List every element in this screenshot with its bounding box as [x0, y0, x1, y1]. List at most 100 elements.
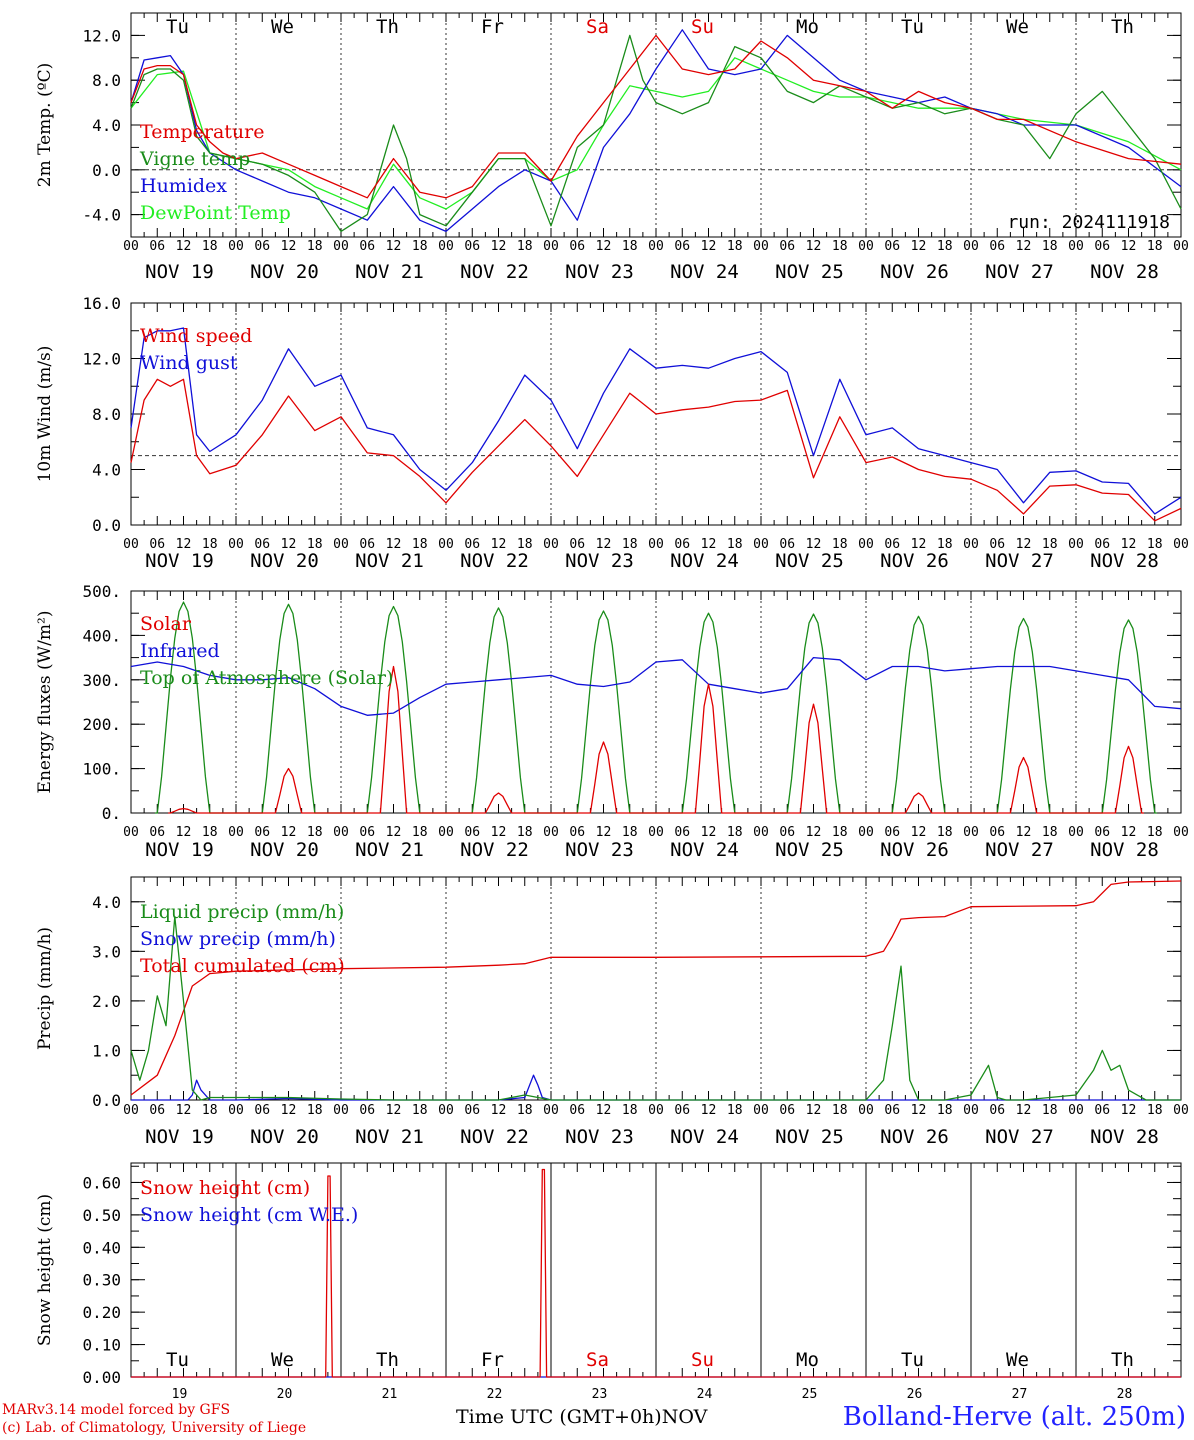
y-tick-label: 12.0 — [82, 350, 121, 369]
panel-5: 0.00 0.10 0.20 0.30 0.40 0.50 0.60 Snow height … — [35, 1162, 1182, 1402]
hour-label: 00 — [543, 825, 559, 840]
day-number-label: 23 — [592, 1387, 608, 1402]
hour-label: 12 — [491, 537, 507, 552]
series-line — [130, 880, 1182, 1096]
y-tick-label: 0.50 — [82, 1206, 121, 1225]
hour-label: 18 — [517, 537, 533, 552]
hour-label: 06 — [359, 825, 375, 840]
day-of-week-label: Mo — [796, 1349, 819, 1371]
hour-label: 12 — [386, 537, 402, 552]
date-label: NOV 21 — [355, 1126, 424, 1148]
date-label: NOV 22 — [460, 261, 529, 283]
legend-entry: Wind speed — [140, 325, 252, 347]
series-line — [130, 378, 1182, 522]
hour-label: 06 — [674, 537, 690, 552]
date-label: NOV 22 — [460, 1126, 529, 1148]
hour-label: 00 — [438, 239, 454, 254]
hour-label: 12 — [176, 1103, 192, 1118]
hour-label: 06 — [884, 825, 900, 840]
hour-label: 00 — [1068, 825, 1084, 840]
y-tick-label: 0. — [102, 804, 121, 823]
hour-label: 06 — [359, 1103, 375, 1118]
hour-label: 12 — [386, 825, 402, 840]
date-label: NOV 28 — [1090, 261, 1159, 283]
day-number-label: 21 — [382, 1387, 398, 1402]
hour-label: 00 — [123, 537, 139, 552]
location-label: Bolland-Herve (alt. 250m) — [842, 1402, 1186, 1432]
hour-label: 06 — [884, 239, 900, 254]
hour-label: 18 — [622, 537, 638, 552]
hour-label: 00 — [333, 239, 349, 254]
hour-label: 12 — [176, 537, 192, 552]
hour-label: 18 — [937, 1103, 953, 1118]
hour-label: 18 — [307, 1103, 323, 1118]
date-label: NOV 19 — [145, 839, 214, 861]
series-line — [168, 665, 1144, 814]
hour-label: 18 — [412, 1103, 428, 1118]
day-number-label: 25 — [802, 1387, 818, 1402]
y-tick-label: 8.0 — [92, 405, 121, 424]
hour-label: 00 — [753, 825, 769, 840]
hour-label: 12 — [806, 239, 822, 254]
legend-entry: Top of Atmosphere (Solar) — [140, 667, 393, 689]
hour-label: 12 — [491, 825, 507, 840]
hour-label: 12 — [701, 537, 717, 552]
y-tick-label: 4.0 — [92, 461, 121, 480]
legend-entry: DewPoint Temp — [140, 202, 291, 224]
day-of-week-label: Tu — [166, 16, 189, 38]
hour-label: 00 — [858, 239, 874, 254]
hour-label: 12 — [701, 825, 717, 840]
hour-label: 06 — [1094, 239, 1110, 254]
hour-label: 12 — [386, 1103, 402, 1118]
date-label: NOV 19 — [145, 550, 214, 572]
hour-label: 06 — [149, 239, 165, 254]
date-label: NOV 27 — [985, 261, 1054, 283]
y-tick-label: 100. — [82, 760, 121, 779]
hour-label: 00 — [963, 239, 979, 254]
hour-label: 12 — [596, 1103, 612, 1118]
date-label: NOV 21 — [355, 839, 424, 861]
hour-label: 12 — [911, 825, 927, 840]
legend-entry: Temperature — [140, 121, 264, 143]
hour-label: 06 — [569, 825, 585, 840]
hour-label: 12 — [1016, 825, 1032, 840]
hour-label: 12 — [1121, 239, 1137, 254]
hour-label: 06 — [254, 825, 270, 840]
hour-label: 18 — [517, 825, 533, 840]
hour-label: 18 — [622, 239, 638, 254]
hour-label: 00 — [648, 537, 664, 552]
date-label: NOV 28 — [1090, 839, 1159, 861]
series-line — [131, 1168, 1181, 1378]
legend-entry: Snow height (cm) — [140, 1177, 310, 1199]
hour-label: 06 — [884, 1103, 900, 1118]
hour-label: 06 — [779, 825, 795, 840]
hour-label: 06 — [1094, 537, 1110, 552]
date-label: NOV 27 — [985, 550, 1054, 572]
hour-label: 18 — [412, 239, 428, 254]
date-label: NOV 22 — [460, 550, 529, 572]
model-credit: MARv3.14 model forced by GFS — [2, 1402, 231, 1418]
date-label: NOV 19 — [145, 261, 214, 283]
hour-label: 00 — [333, 537, 349, 552]
hour-label: 18 — [1147, 1103, 1163, 1118]
hour-label: 00 — [438, 1103, 454, 1118]
hour-label: 06 — [254, 239, 270, 254]
day-of-week-label: Th — [1111, 16, 1134, 38]
hour-label: 18 — [517, 239, 533, 254]
hour-label: 18 — [1147, 537, 1163, 552]
day-of-week-label: Th — [376, 1349, 399, 1371]
hour-label: 18 — [832, 537, 848, 552]
y-tick-label: 16.0 — [82, 294, 121, 313]
date-label: NOV 23 — [565, 839, 634, 861]
hour-label: 18 — [937, 825, 953, 840]
hour-label: 18 — [1042, 825, 1058, 840]
hour-label: 00 — [648, 825, 664, 840]
hour-label: 06 — [779, 537, 795, 552]
hour-label: 18 — [1042, 1103, 1058, 1118]
legend-entry: Snow height (cm W.E.) — [140, 1204, 358, 1226]
hour-label: 06 — [569, 537, 585, 552]
date-label: NOV 25 — [775, 839, 844, 861]
legend-entry: Solar — [140, 613, 192, 635]
hour-label: 00 — [333, 1103, 349, 1118]
date-label: NOV 26 — [880, 1126, 949, 1148]
